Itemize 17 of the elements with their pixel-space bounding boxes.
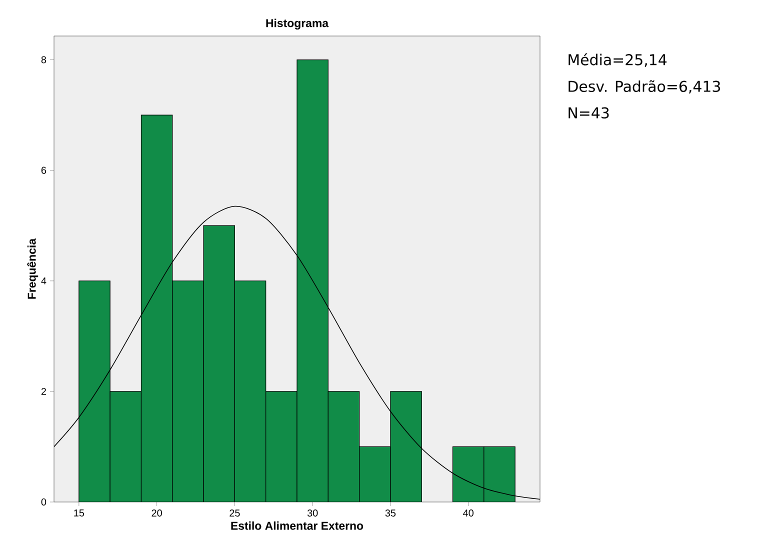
x-tick-label: 35 — [385, 510, 396, 517]
y-tick-label: 8 — [41, 56, 46, 64]
text: Média=25,14 — [568, 53, 667, 67]
x-tick-label: 40 — [463, 510, 474, 517]
chart-title: Histograma — [266, 18, 329, 30]
y-axis-title: Frequência — [27, 238, 38, 299]
x-tick-label: 30 — [307, 510, 318, 517]
y-tick-label: 6 — [41, 166, 46, 174]
y-tick-label: 4 — [41, 277, 46, 284]
text: N=43 — [568, 107, 609, 119]
x-tick-label: 20 — [152, 510, 162, 517]
text: Desv. Padrão=6,413 — [568, 80, 720, 94]
x-tick-label: 15 — [74, 510, 84, 516]
x-axis-title: Estilo Alimentar Externo — [231, 521, 364, 530]
y-tick-label: 2 — [41, 388, 46, 395]
y-tick-label: 0 — [41, 498, 46, 506]
x-tick-label: 25 — [230, 510, 240, 517]
